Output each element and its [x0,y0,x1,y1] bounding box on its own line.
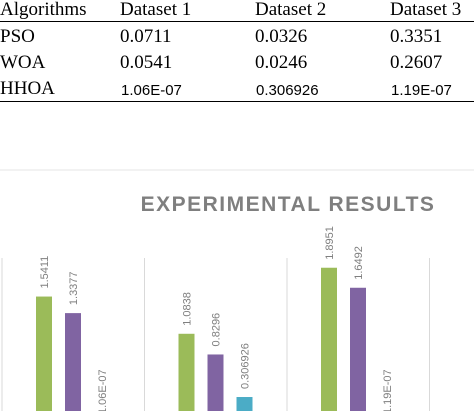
table-cell: Dataset 1 [120,0,192,20]
table-cell: HHOA [0,78,55,99]
table-cell: 0.306926 [256,82,319,99]
table-cell: 0.0541 [120,52,173,73]
table-cell: 0.2607 [390,52,443,73]
bar [236,397,253,411]
table-cell: 0.0326 [255,26,308,47]
value-label: 0.8296 [211,313,223,347]
table-cell: 1.19E-07 [391,82,452,99]
table-cell: 0.0246 [255,52,308,73]
table-cell: PSO [0,26,35,47]
results-table: Algorithms Dataset 1 Dataset 2 Dataset 3 PSO… [0,0,474,110]
value-label: 1.8951 [324,226,336,260]
value-label: 1.5411 [39,256,51,289]
value-label: 1.6492 [353,246,365,280]
value-label: 0.306926 [240,343,252,389]
table-cell: 0.3351 [390,26,443,47]
value-label: 1.3377 [68,271,80,305]
bar [321,267,337,411]
table-cell: WOA [0,52,46,73]
table-rule [0,101,474,102]
value-label: 1.19E-07 [382,369,394,411]
table-cell: Dataset 3 [390,0,462,20]
bar [65,313,81,411]
bar [178,333,195,411]
bar [350,287,366,411]
table-cell: Algorithms [0,0,87,20]
bar [207,354,224,411]
table-rule [0,21,474,22]
value-label: 1.0838 [182,292,194,326]
table-cell: Dataset 2 [255,0,327,20]
chart-title: EXPERIMENTAL RESULTS [141,193,436,216]
table-cell: 0.0711 [120,26,172,47]
value-label: 1.06E-07 [97,369,109,411]
bar [36,296,52,411]
table-cell: 1.06E-07 [121,82,182,99]
